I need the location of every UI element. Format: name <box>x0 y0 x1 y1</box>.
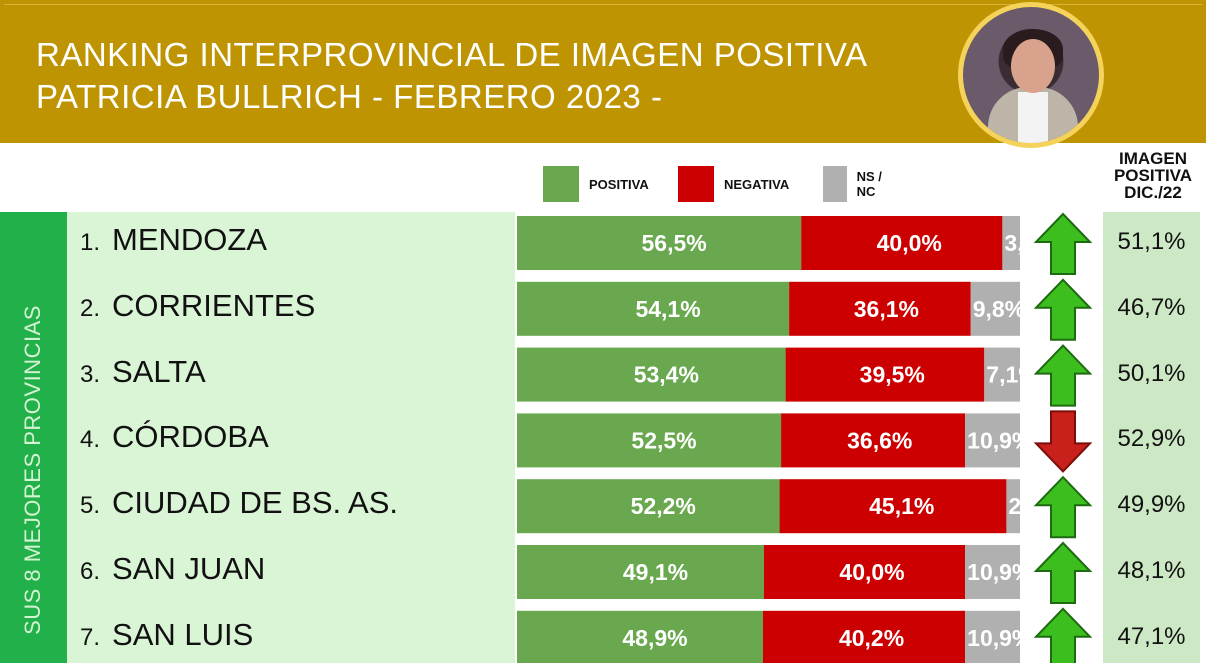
bar-positiva <box>517 281 790 336</box>
province-label: 5. CIUDAD DE BS. AS. <box>80 485 398 521</box>
data-label: 56,5% <box>641 230 706 256</box>
previous-positive-value: 49,9% <box>1117 491 1186 519</box>
province-label: 1. MENDOZA <box>80 222 267 258</box>
data-label: 52,5% <box>631 427 696 453</box>
previous-column <box>1103 212 1200 663</box>
previous-column-header: IMAGEN POSITIVA DIC./22 <box>1113 149 1193 202</box>
legend-positiva: POSITIVA <box>543 166 649 202</box>
province-name: SALTA <box>112 353 206 389</box>
arrow-up-icon <box>1033 212 1093 275</box>
data-label: 40,0% <box>839 559 904 585</box>
bar-negativa <box>763 545 966 599</box>
data-label: 40,0% <box>877 230 942 256</box>
rank-number: 1. <box>80 229 101 256</box>
data-label: 2,7% <box>1008 493 1060 519</box>
bar-positiva <box>517 413 782 468</box>
data-label: 10,9% <box>967 427 1032 453</box>
arrow-up-icon <box>1033 344 1093 407</box>
previous-positive-value: 50,1% <box>1117 359 1186 387</box>
data-label: 40,2% <box>839 625 904 651</box>
arrow-up-icon <box>1033 475 1093 539</box>
bar-negativa <box>789 281 971 336</box>
legend-nsnc: NS / NC <box>823 166 888 202</box>
data-label: 9,8% <box>973 296 1025 322</box>
bar-positiva <box>517 216 802 270</box>
bar-positiva <box>517 545 764 599</box>
province-label: 3. SALTA <box>80 354 206 390</box>
data-label: 53,4% <box>634 362 699 388</box>
data-label: 10,9% <box>967 625 1032 651</box>
province-label: 2. CORRIENTES <box>80 288 315 324</box>
side-label: SUS 8 MEJORES PROVINCIAS <box>20 305 45 635</box>
bar-positiva <box>517 347 786 402</box>
province-name: CORRIENTES <box>112 287 316 323</box>
bar-positiva <box>517 610 763 663</box>
province-name: SAN JUAN <box>112 551 266 586</box>
rank-number: 6. <box>80 558 101 585</box>
side-strip <box>0 212 67 663</box>
province-name: CIUDAD DE BS. AS. <box>112 485 398 521</box>
arrow-up-icon <box>1033 278 1093 341</box>
data-label: 39,5% <box>860 362 925 388</box>
data-label: 45,1% <box>869 493 934 519</box>
title-line-2: PATRICIA BULLRICH - FEBRERO 2023 - <box>36 78 663 115</box>
bar-nsnc <box>984 347 1020 402</box>
bar-negativa <box>762 610 966 663</box>
bar-negativa <box>781 413 966 468</box>
province-panel <box>67 212 515 663</box>
province-label: 6. SAN JUAN <box>80 551 265 587</box>
province-name: SAN LUIS <box>112 616 254 652</box>
rank-number: 7. <box>80 623 101 651</box>
province-name: CÓRDOBA <box>112 419 269 455</box>
data-label: 36,1% <box>854 296 919 322</box>
portrait-photo <box>958 2 1104 148</box>
arrow-down-icon <box>1033 410 1093 473</box>
data-label: 48,9% <box>622 625 687 651</box>
rank-number: 5. <box>80 492 101 520</box>
rank-number: 4. <box>80 426 101 454</box>
previous-positive-value: 51,1% <box>1117 228 1186 255</box>
title-line-1: RANKING INTERPROVINCIAL DE IMAGEN POSITI… <box>36 36 868 73</box>
bar-nsnc <box>965 610 1020 663</box>
province-label: 4. CÓRDOBA <box>80 419 269 455</box>
bar-nsnc <box>970 281 1020 336</box>
arrow-up-icon <box>1033 541 1093 604</box>
rank-number: 2. <box>80 294 101 322</box>
data-label: 36,6% <box>847 427 912 453</box>
bar-positiva <box>517 479 780 534</box>
arrow-up-icon <box>1033 607 1093 663</box>
bar-negativa <box>779 479 1007 534</box>
previous-positive-value: 52,9% <box>1117 425 1186 453</box>
previous-positive-value: 47,1% <box>1117 622 1186 650</box>
rank-number: 3. <box>80 360 101 388</box>
bar-negativa <box>785 347 985 402</box>
bar-nsnc <box>965 545 1020 599</box>
previous-positive-value: 46,7% <box>1117 293 1186 321</box>
previous-positive-value: 48,1% <box>1117 557 1186 584</box>
bar-negativa <box>801 216 1003 270</box>
data-label: 7,1% <box>986 362 1038 388</box>
data-label: 52,2% <box>631 493 696 519</box>
data-label: 3,5% <box>1004 230 1056 256</box>
bar-nsnc <box>965 413 1020 468</box>
data-label: 54,1% <box>635 296 700 322</box>
legend-negativa: NEGATIVA <box>678 166 789 202</box>
data-label: 49,1% <box>623 559 688 585</box>
data-label: 10,9% <box>967 559 1032 585</box>
bar-nsnc <box>1002 216 1020 270</box>
province-name: MENDOZA <box>112 222 268 257</box>
province-label: 7. SAN LUIS <box>80 617 253 653</box>
bar-nsnc <box>1006 479 1020 534</box>
